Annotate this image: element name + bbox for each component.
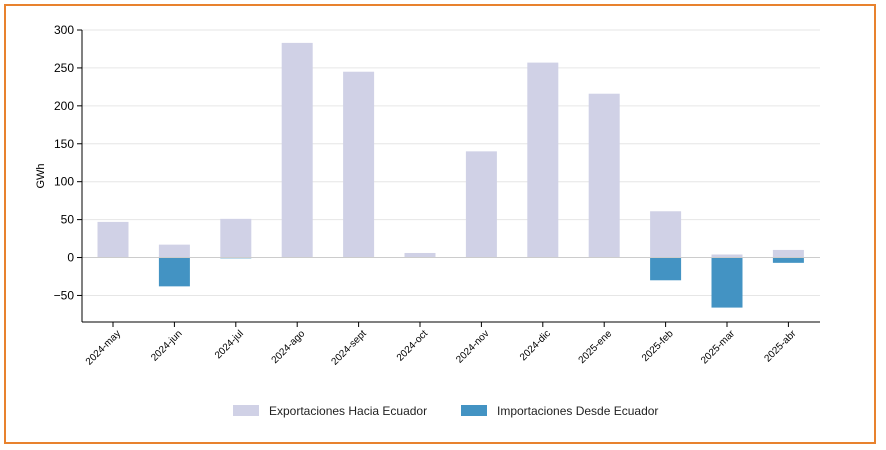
bar-export-2024-dic <box>527 62 559 258</box>
x-tick-label: 2024-sept <box>329 328 368 367</box>
x-tick-label: 2024-jul <box>213 328 246 361</box>
bar-export-2024-may <box>97 221 129 258</box>
y-tick-label: 50 <box>61 213 75 227</box>
y-tick-label: 150 <box>54 137 74 151</box>
bar-export-2024-nov <box>465 151 497 258</box>
legend-swatch <box>461 405 487 416</box>
x-tick-label: 2024-oct <box>395 328 430 363</box>
x-tick-label: 2024-jun <box>149 328 184 363</box>
x-axis-ticks: 2024-may 2024-jun 2024-jul 2024-ago 2024-sep… <box>84 322 799 368</box>
y-axis-ticks: 300 250 200 150 100 50 0 −50 <box>54 23 82 302</box>
chart-frame <box>4 4 876 444</box>
bar-export-2024-jul <box>220 218 252 258</box>
x-tick-label: 2025-mar <box>699 328 738 367</box>
y-tick-label: 200 <box>54 99 74 113</box>
x-tick-label: 2025-ene <box>577 328 615 366</box>
bar-import-2025-feb <box>650 257 682 281</box>
x-tick-label: 2024-dic <box>518 328 553 363</box>
axes <box>81 30 820 323</box>
bar-export-2025-abr <box>772 249 804 258</box>
legend: Exportaciones Hacia Ecuador Importaciones… <box>233 404 658 418</box>
legend-label: Exportaciones Hacia Ecuador <box>269 404 427 418</box>
bar-export-2024-oct <box>404 252 436 258</box>
y-tick-label: 0 <box>67 251 74 265</box>
bar-import-2024-jun <box>158 257 190 287</box>
y-tick-label: 300 <box>54 23 74 37</box>
bar-import-2025-abr <box>772 257 804 263</box>
y-axis-title: GWh <box>35 163 47 188</box>
bar-export-2025-ene <box>588 93 620 258</box>
bar-export-2025-mar <box>711 254 743 258</box>
y-tick-label: −50 <box>54 288 75 302</box>
legend-label: Importaciones Desde Ecuador <box>497 404 658 418</box>
x-tick-label: 2025-feb <box>640 328 676 364</box>
legend-swatch <box>233 405 259 416</box>
x-tick-label: 2024-ago <box>270 328 308 366</box>
bars <box>82 42 820 308</box>
bar-import-2025-mar <box>711 257 743 308</box>
y-tick-label: 100 <box>54 175 74 189</box>
y-tick-label: 250 <box>54 61 74 75</box>
x-tick-label: 2024-nov <box>454 328 491 365</box>
bar-export-2024-ago <box>281 42 313 258</box>
x-tick-label: 2024-may <box>84 328 123 367</box>
bar-export-2024-jun <box>158 244 190 258</box>
bar-export-2025-feb <box>650 211 682 258</box>
bar-export-2024-sept <box>343 71 375 258</box>
x-tick-label: 2025-abr <box>762 328 799 365</box>
grid-lines <box>82 29 820 296</box>
